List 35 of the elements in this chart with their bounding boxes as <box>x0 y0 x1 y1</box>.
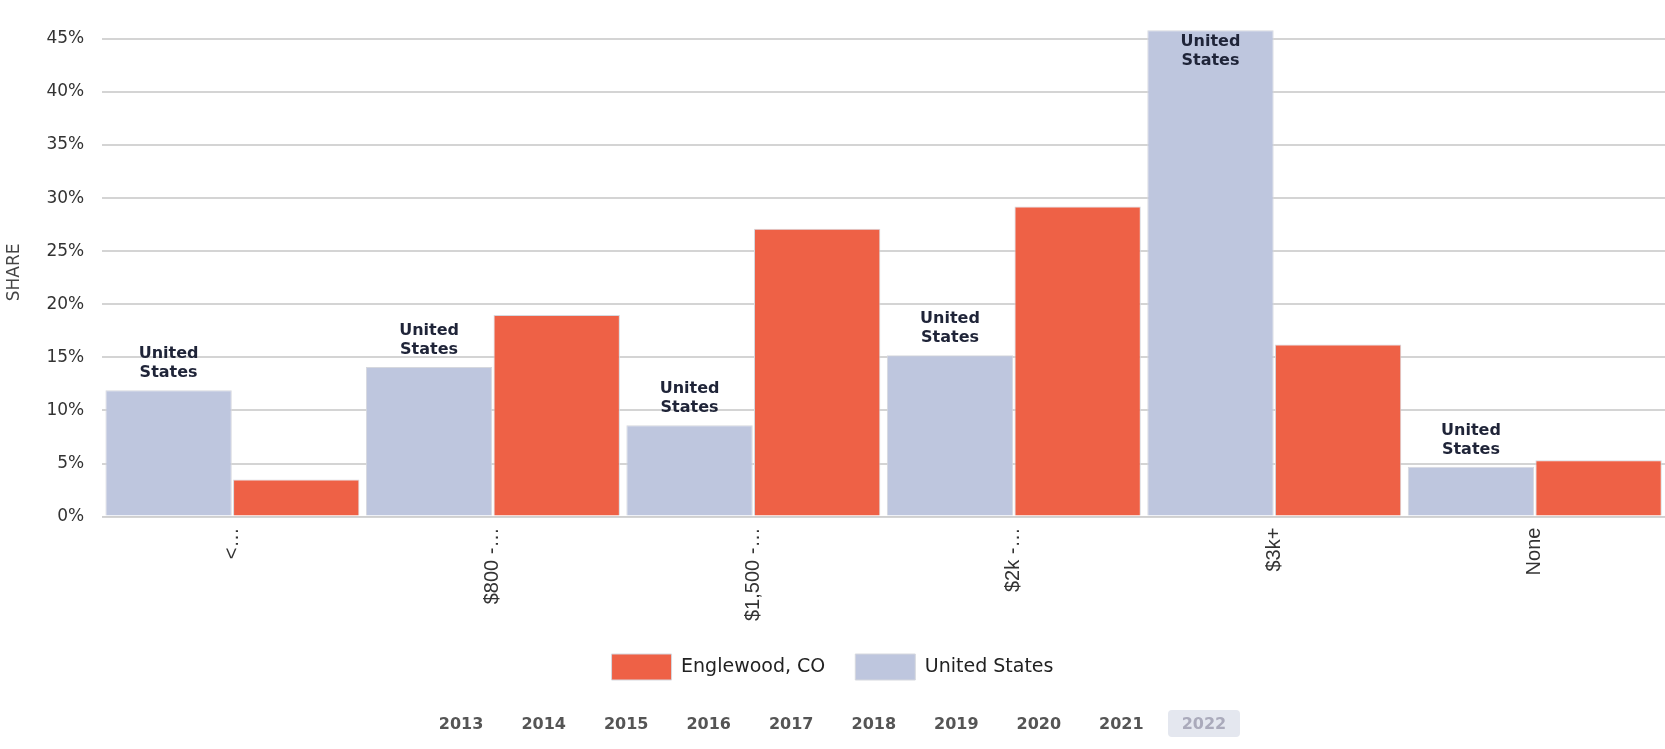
y-tick-label: 5% <box>57 451 85 472</box>
x-tick-label: $2k -… <box>1001 527 1024 593</box>
data-label: United States <box>399 320 459 359</box>
y-tick-label: 25% <box>46 239 85 260</box>
data-label: United States <box>1180 31 1241 70</box>
data-label: United States <box>920 308 980 347</box>
text: 2022 <box>1167 710 1241 737</box>
text: 2016 <box>685 713 732 735</box>
y-tick-label: 10% <box>46 398 85 419</box>
y-tick-label: 45% <box>46 27 85 48</box>
legend-label: Englewood, CO <box>681 653 826 676</box>
text: 2013 <box>437 713 485 735</box>
text: 2018 <box>850 713 898 735</box>
y-tick-label: 0% <box>57 505 85 526</box>
y-tick-label: 40% <box>46 80 85 101</box>
x-tick-label: None <box>1522 527 1545 576</box>
text: 2021 <box>1098 713 1145 735</box>
text: 2019 <box>933 713 980 735</box>
y-axis-title: SHARE <box>2 243 23 302</box>
text: 2017 <box>767 713 815 735</box>
data-label: United States <box>138 343 199 382</box>
x-tick-label: $3k+ <box>1261 527 1284 572</box>
y-tick-label: 30% <box>46 186 85 207</box>
y-tick-label: 20% <box>46 292 85 313</box>
x-tick-label: $1,500 -… <box>740 527 763 621</box>
data-label: United States <box>659 378 720 417</box>
text: 2014 <box>520 713 567 735</box>
text: 2020 <box>1015 713 1063 735</box>
x-tick-label: <… <box>219 527 242 560</box>
y-tick-label: 35% <box>46 133 85 154</box>
text: 2015 <box>602 713 650 735</box>
y-tick-label: 15% <box>46 345 85 366</box>
x-tick-label: $800 -… <box>480 527 503 605</box>
data-label: United States <box>1441 419 1501 458</box>
legend-label: United States <box>924 653 1054 676</box>
